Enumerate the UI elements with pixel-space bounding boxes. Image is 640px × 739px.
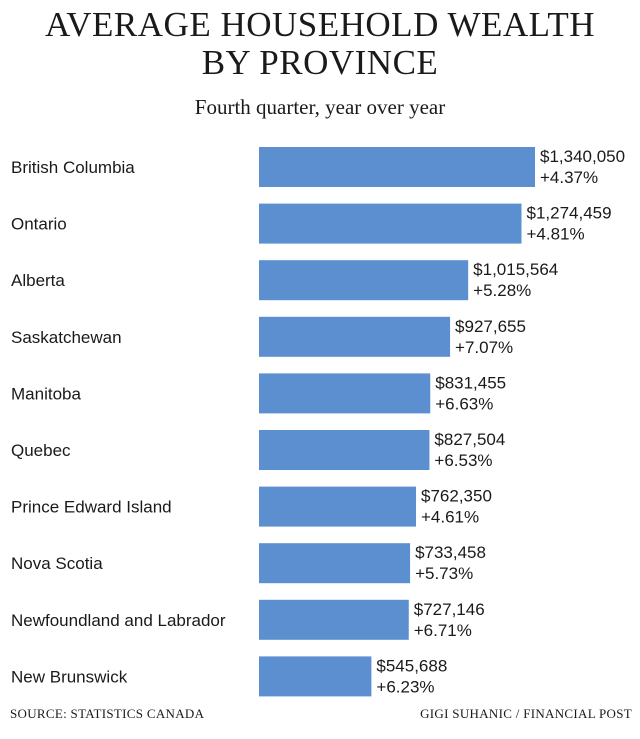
change-label: +5.28% xyxy=(473,281,531,300)
bar xyxy=(259,656,372,697)
bar xyxy=(259,147,535,187)
bar xyxy=(259,430,430,470)
change-label: +4.81% xyxy=(526,225,584,244)
bar xyxy=(259,486,417,527)
chart-title-line-1: AVERAGE HOUSEHOLD WEALTH xyxy=(45,5,595,44)
category-label: British Columbia xyxy=(11,158,135,177)
value-label: $927,655 xyxy=(455,317,526,336)
value-label: $762,350 xyxy=(421,487,492,506)
value-label: $1,274,459 xyxy=(526,204,611,223)
value-label: $727,146 xyxy=(414,600,485,619)
value-label: $545,688 xyxy=(376,656,447,675)
value-label: $831,455 xyxy=(435,373,506,392)
chart-title-line-2: BY PROVINCE xyxy=(201,43,439,82)
category-label: Saskatchewan xyxy=(11,328,122,347)
change-label: +6.71% xyxy=(414,621,472,640)
chart-title: AVERAGE HOUSEHOLD WEALTH BY PROVINCE xyxy=(0,6,640,82)
change-label: +4.61% xyxy=(421,508,479,527)
source-note: SOURCE: STATISTICS CANADA xyxy=(10,706,205,721)
change-label: +5.73% xyxy=(415,564,473,583)
category-label: Quebec xyxy=(11,441,71,460)
category-label: Prince Edward Island xyxy=(11,498,172,517)
bar xyxy=(259,203,522,244)
change-label: +4.37% xyxy=(540,168,598,187)
bar xyxy=(259,316,451,357)
bar xyxy=(259,599,409,640)
credit-note: GIGI SUHANIC / FINANCIAL POST xyxy=(420,706,632,721)
category-label: Newfoundland and Labrador xyxy=(11,611,226,630)
bar xyxy=(259,543,411,584)
chart-subtitle: Fourth quarter, year over year xyxy=(194,95,446,119)
category-label: New Brunswick xyxy=(11,667,128,686)
bar xyxy=(259,373,431,414)
value-label: $1,015,564 xyxy=(473,260,558,279)
category-label: Ontario xyxy=(11,215,67,234)
value-label: $1,340,050 xyxy=(540,147,625,166)
change-label: +6.23% xyxy=(376,677,434,696)
category-label: Alberta xyxy=(11,271,65,290)
bar xyxy=(259,260,469,301)
change-label: +7.07% xyxy=(455,338,513,357)
change-label: +6.63% xyxy=(435,394,493,413)
change-label: +6.53% xyxy=(434,451,492,470)
value-label: $827,504 xyxy=(434,430,505,449)
category-label: Nova Scotia xyxy=(11,554,103,573)
category-label: Manitoba xyxy=(11,384,81,403)
value-label: $733,458 xyxy=(415,543,486,562)
